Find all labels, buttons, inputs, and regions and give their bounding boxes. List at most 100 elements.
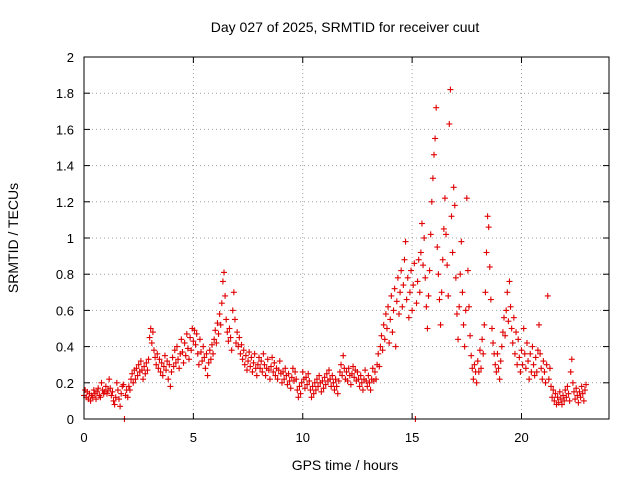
data-point: [148, 339, 155, 346]
data-point: [204, 372, 211, 379]
data-point: [548, 383, 555, 390]
data-point: [571, 388, 577, 395]
data-point: [229, 307, 236, 314]
data-point: [249, 368, 256, 375]
data-point: [394, 274, 401, 281]
data-point: [362, 367, 369, 374]
y-tick-label: 1: [67, 231, 74, 246]
data-point: [312, 387, 319, 394]
data-point: [422, 274, 429, 281]
data-point: [447, 86, 454, 93]
data-point: [320, 385, 327, 392]
data-point: [544, 292, 551, 299]
data-point: [404, 274, 411, 281]
data-point: [138, 367, 145, 374]
data-point: [175, 356, 182, 363]
data-point: [487, 296, 494, 303]
data-point: [289, 365, 296, 372]
data-point: [433, 104, 440, 111]
data-point: [327, 376, 334, 383]
data-point: [245, 358, 252, 365]
data-point: [564, 383, 571, 390]
data-point: [389, 329, 396, 336]
data-point: [195, 361, 202, 368]
data-point: [495, 365, 502, 372]
data-point: [523, 339, 530, 346]
data-point: [107, 385, 114, 392]
data-point: [400, 282, 407, 289]
data-point: [256, 354, 262, 361]
data-point: [184, 345, 191, 352]
data-point: [554, 394, 561, 401]
data-point: [226, 325, 233, 332]
data-point: [278, 379, 285, 386]
data-point: [561, 397, 568, 404]
data-point: [199, 358, 206, 365]
data-point: [235, 343, 242, 350]
data-point: [213, 339, 220, 346]
data-point: [436, 296, 443, 303]
data-point: [579, 390, 586, 397]
data-point: [196, 336, 203, 343]
data-point: [557, 396, 564, 403]
data-point: [296, 383, 303, 390]
y-tick-label: 0.6: [56, 303, 74, 318]
data-point: [537, 350, 544, 357]
data-point: [323, 370, 330, 377]
data-point: [202, 365, 209, 372]
data-point: [222, 292, 229, 299]
data-point: [583, 381, 590, 388]
data-point: [423, 303, 430, 310]
data-point: [438, 289, 445, 296]
data-point: [344, 377, 351, 384]
data-point: [93, 396, 100, 403]
data-point: [205, 359, 212, 366]
data-point: [549, 394, 556, 401]
data-point: [568, 356, 575, 363]
data-point: [354, 368, 361, 375]
data-point: [351, 374, 358, 381]
data-point: [307, 387, 314, 394]
data-point: [476, 347, 483, 354]
data-point: [530, 361, 537, 368]
data-point: [287, 385, 294, 392]
data-point: [163, 367, 170, 374]
data-point: [393, 298, 400, 305]
data-point: [284, 381, 291, 388]
data-point: [551, 397, 558, 404]
data-point: [310, 390, 317, 397]
data-point: [155, 365, 162, 372]
data-point: [318, 388, 325, 395]
data-point: [170, 363, 177, 370]
data-point: [157, 368, 164, 375]
data-point: [541, 368, 548, 375]
data-point: [376, 363, 383, 370]
data-point: [329, 372, 336, 379]
data-point: [411, 260, 418, 267]
data-point: [210, 350, 217, 357]
data-point: [315, 383, 322, 390]
data-point: [452, 274, 459, 281]
data-point: [192, 341, 199, 348]
data-point: [276, 358, 283, 365]
data-point: [396, 311, 402, 318]
data-point: [469, 365, 476, 372]
data-point: [154, 350, 161, 357]
data-point: [377, 343, 384, 350]
data-point: [563, 394, 570, 401]
data-point: [473, 379, 480, 386]
data-point: [161, 352, 168, 359]
data-point: [516, 354, 523, 361]
data-point: [443, 231, 450, 238]
data-point: [366, 379, 373, 386]
data-point: [97, 394, 104, 401]
data-point: [191, 327, 198, 334]
data-point: [525, 358, 532, 365]
data-point: [98, 379, 105, 386]
data-point: [95, 385, 102, 392]
data-point: [109, 388, 116, 395]
data-point: [134, 372, 141, 379]
data-point: [118, 390, 125, 397]
data-point: [403, 296, 410, 303]
data-point: [137, 358, 144, 365]
